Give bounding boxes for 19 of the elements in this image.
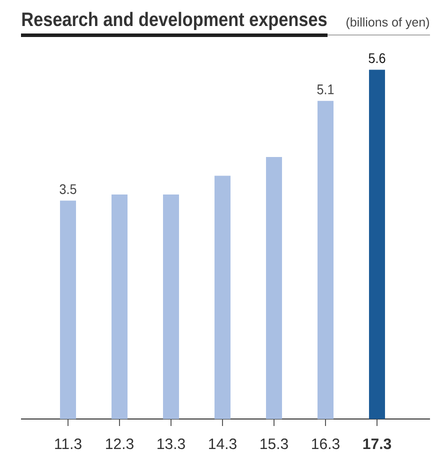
x-tick-label: 11.3 — [55, 438, 82, 450]
bar — [318, 100, 334, 419]
data-label: 3.5 — [60, 184, 76, 194]
chart-title: Research and development expenses — [22, 12, 327, 30]
bar — [112, 194, 128, 419]
x-tick-label: 17.3 — [363, 438, 392, 450]
bar — [369, 70, 386, 419]
bar — [214, 176, 231, 419]
x-tick-label: 16.3 — [312, 438, 340, 450]
x-tick-label: 12.3 — [106, 438, 134, 450]
x-tick-label: 13.3 — [158, 438, 185, 450]
data-label: 5.6 — [368, 53, 386, 64]
bar — [266, 157, 282, 419]
x-tick-label: 15.3 — [260, 438, 288, 450]
data-label: 5.1 — [317, 84, 334, 94]
bar — [163, 194, 180, 419]
chart-subtitle: (billions of yen) — [346, 17, 429, 30]
bar — [60, 200, 76, 419]
x-tick-label: 14.3 — [209, 438, 236, 450]
